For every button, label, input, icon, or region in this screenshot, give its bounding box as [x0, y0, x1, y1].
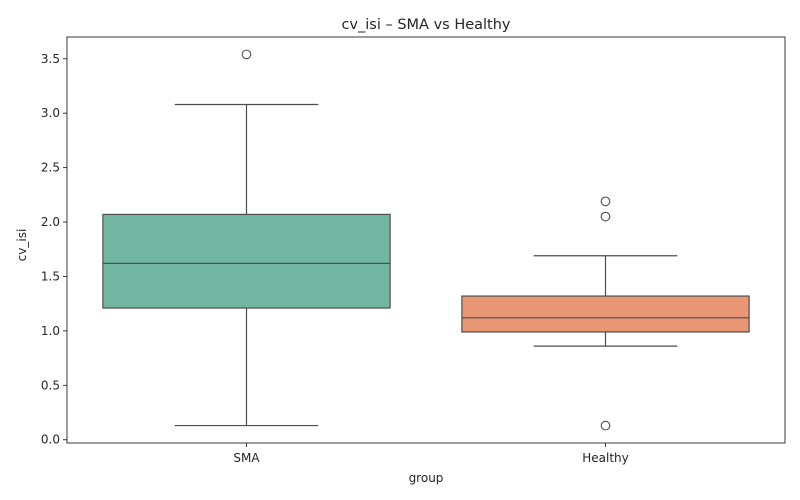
box-sma — [102, 213, 391, 309]
x-tick-label: SMA — [233, 451, 260, 465]
y-tick-label: 0.5 — [41, 378, 60, 392]
y-tick-label: 1.0 — [41, 324, 60, 338]
y-tick-label: 2.0 — [41, 215, 60, 229]
chart-title: cv_isi – SMA vs Healthy — [341, 17, 510, 33]
outlier-point — [241, 49, 252, 60]
outlier-point — [600, 196, 611, 207]
y-axis-title: cv_isi — [15, 229, 29, 262]
x-tick-label: Healthy — [582, 451, 629, 465]
y-tick-label: 3.0 — [41, 106, 60, 120]
y-tick-label: 0.0 — [41, 433, 60, 447]
axes-frame — [66, 36, 786, 444]
plot-area: 0.0 0.5 1.0 1.5 2.0 2.5 3.0 3.5 SMA Healthy — [41, 36, 786, 465]
y-tick-label: 1.5 — [41, 269, 60, 283]
x-axis-title: group — [409, 471, 444, 485]
outlier-point — [600, 211, 611, 222]
y-tick-label: 2.5 — [41, 161, 60, 175]
box-healthy — [461, 295, 750, 333]
outlier-point — [600, 420, 611, 431]
y-tick-label: 3.5 — [41, 52, 60, 66]
